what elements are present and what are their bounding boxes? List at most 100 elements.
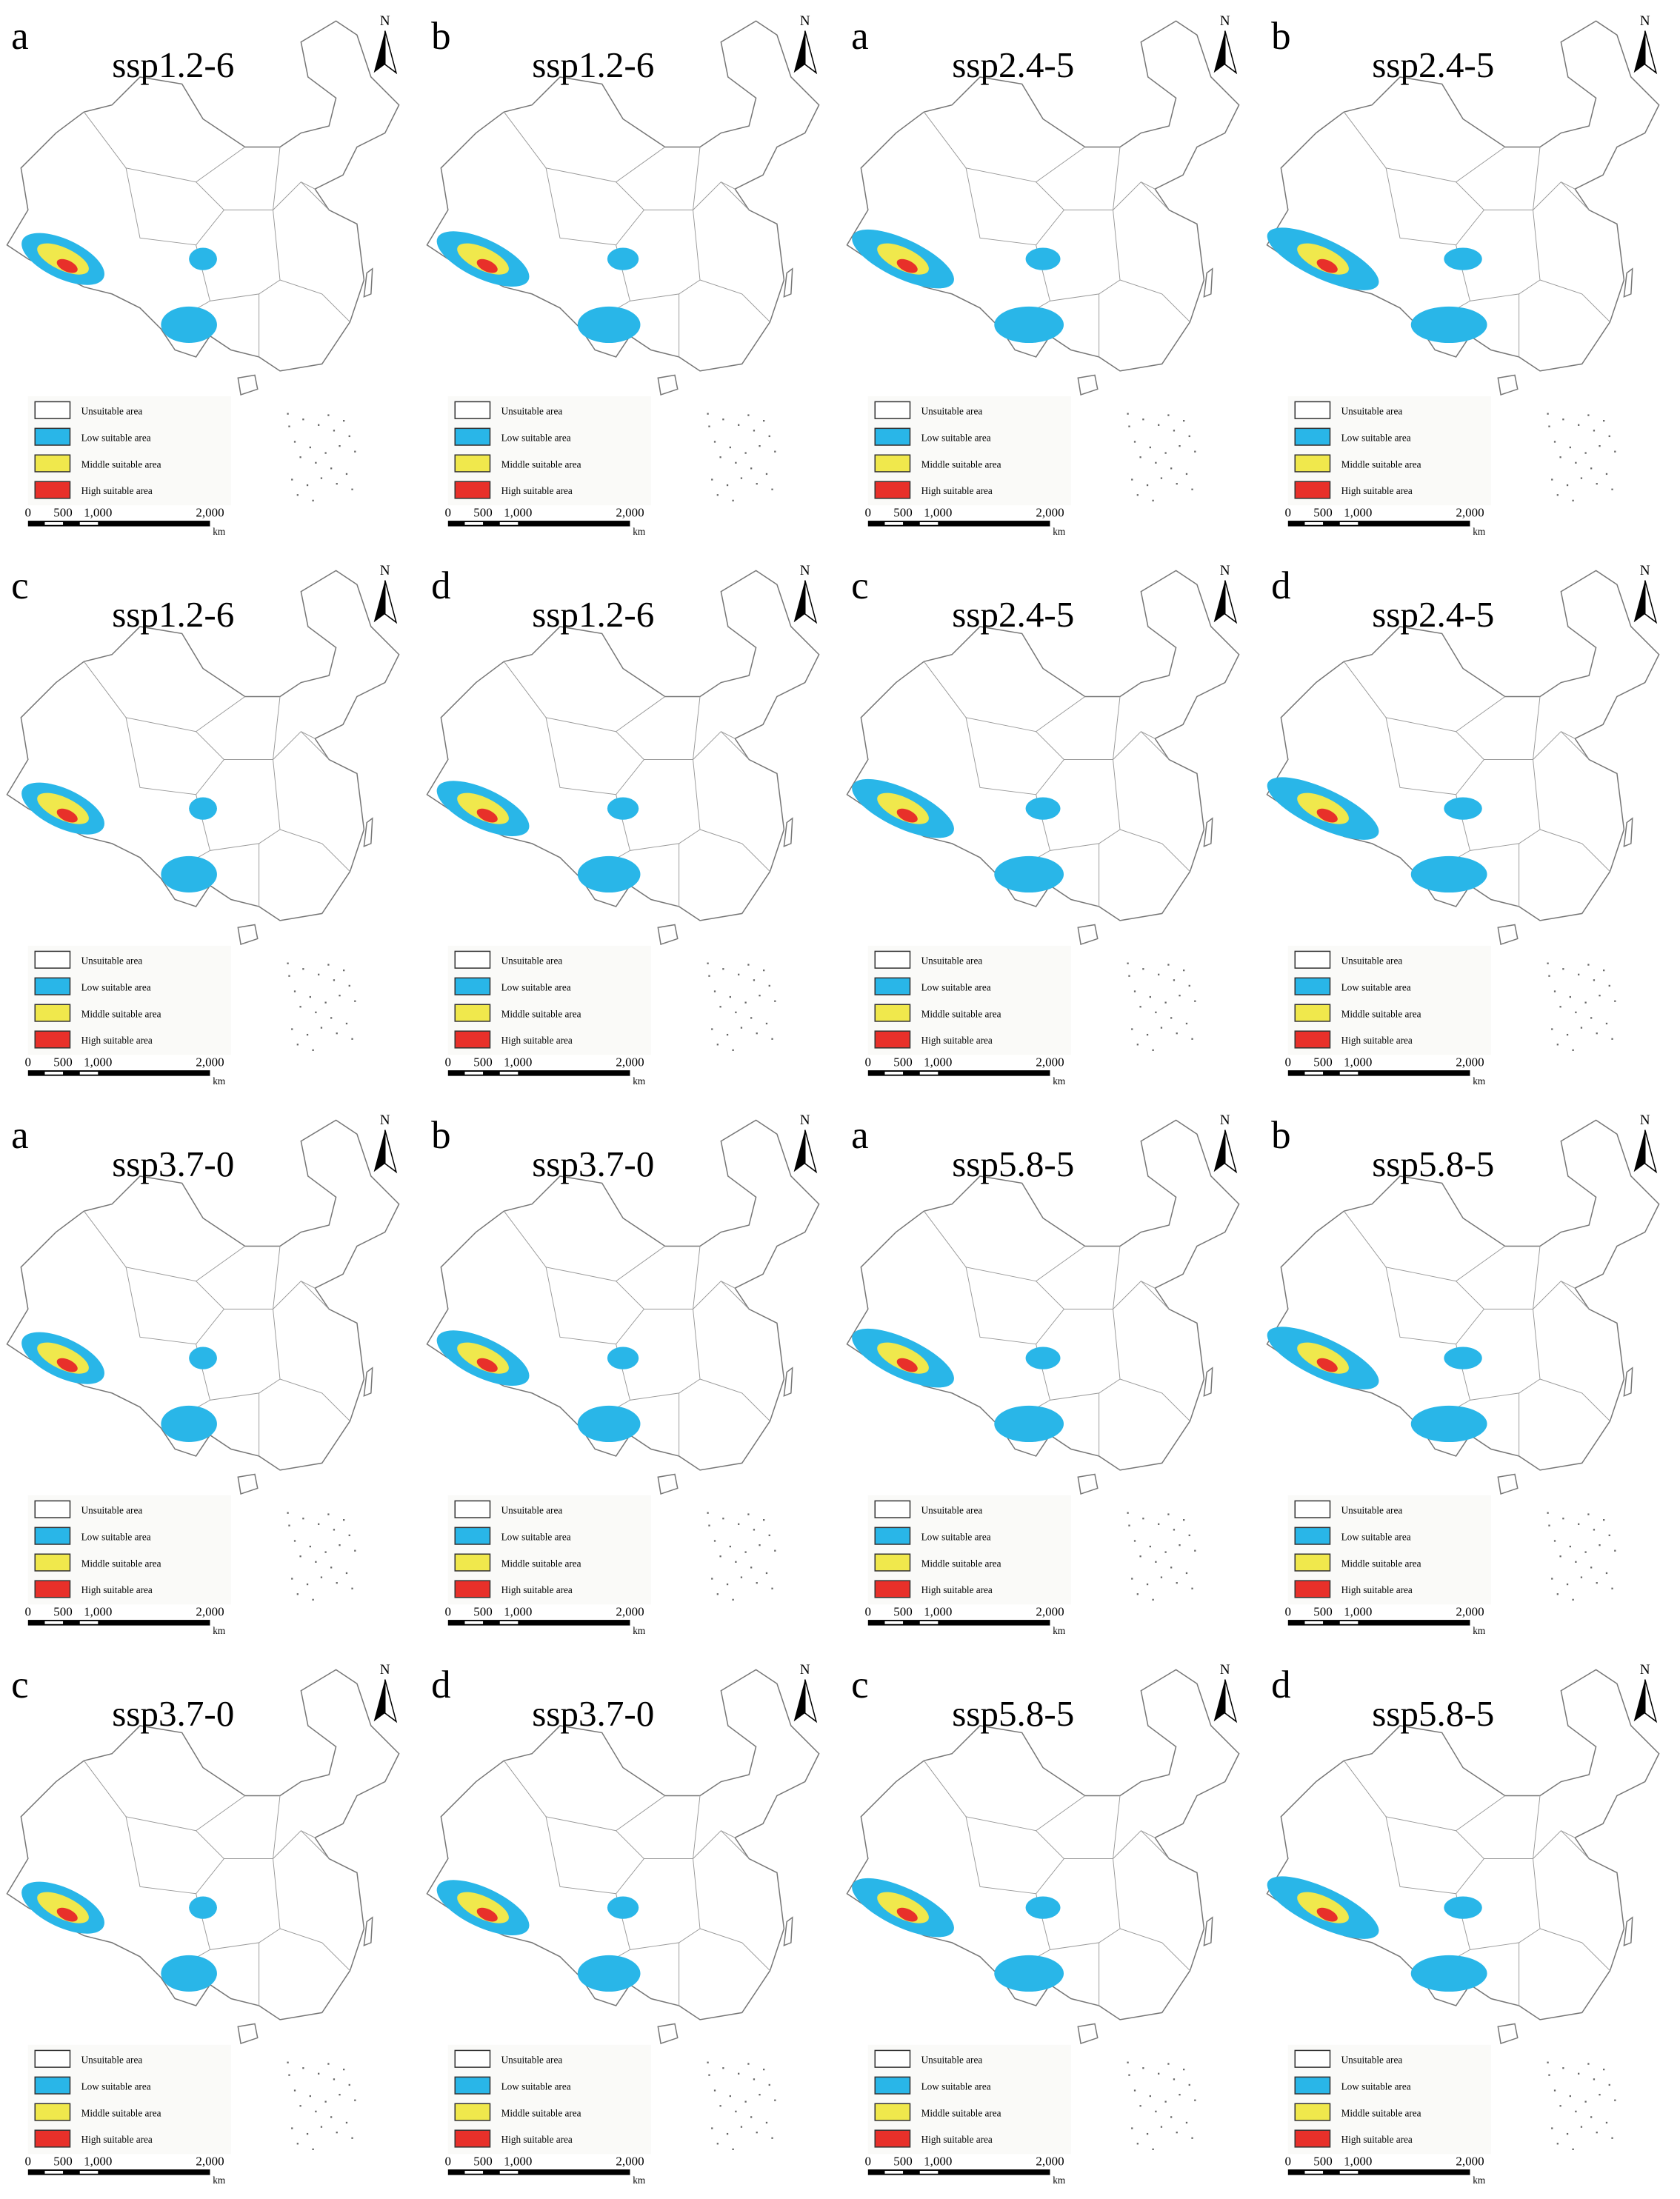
high-suitable-area	[896, 1358, 918, 1372]
island-dot	[750, 1566, 753, 1569]
island-dot	[744, 1551, 747, 1553]
scale-label: 1,000	[84, 505, 112, 519]
province-border	[224, 1281, 316, 1309]
legend-swatch	[874, 427, 911, 446]
island-dot	[299, 2105, 301, 2107]
legend-label: High suitable area	[1341, 1584, 1413, 1595]
scale-label: 1,000	[1344, 1055, 1372, 1069]
panel-title: ssp5.8-5	[1372, 1693, 1494, 1734]
island-dot	[312, 499, 314, 501]
island-dot	[327, 964, 330, 966]
island-dot	[1183, 2069, 1185, 2071]
scale-bar	[27, 1620, 210, 1626]
island-dot	[1170, 2116, 1173, 2118]
island-dot	[1133, 1540, 1136, 1542]
island-dot	[771, 1038, 773, 1040]
province-border	[1533, 1246, 1541, 1309]
legend-label: High suitable area	[501, 1584, 573, 1595]
island-dot	[768, 2083, 770, 2086]
island-dot	[1614, 2099, 1616, 2101]
island-dot	[740, 2126, 743, 2128]
island-dot	[1590, 1017, 1593, 1019]
island-dot	[1149, 446, 1151, 449]
island-dot	[744, 452, 747, 454]
island-dot	[711, 1028, 713, 1030]
north-arrow	[793, 1679, 805, 1722]
island-dot	[1158, 424, 1160, 426]
scale-label: 2,000	[1456, 505, 1484, 519]
legend-label: High suitable area	[1341, 1035, 1413, 1046]
north-label: N	[1640, 1662, 1650, 1678]
island-dot	[306, 1033, 309, 1036]
island-dot	[1566, 1583, 1569, 1586]
island-dot	[750, 467, 753, 470]
legend-swatch	[454, 1580, 491, 1598]
island-dot	[1608, 984, 1610, 987]
scale-bar-segment	[79, 521, 99, 525]
island-dot	[735, 461, 737, 464]
island-dot	[1170, 1017, 1173, 1019]
north-label: N	[800, 13, 810, 29]
scale-bar	[447, 1070, 630, 1076]
island-dot	[1578, 973, 1580, 975]
island	[1623, 1916, 1633, 1946]
island-dot	[1551, 1028, 1553, 1030]
scale-unit: km	[213, 2175, 226, 2186]
high-suitable-area	[476, 1358, 498, 1372]
high-suitable-area	[896, 258, 918, 273]
island-dot	[1566, 2132, 1569, 2135]
island	[1077, 2023, 1099, 2044]
legend-swatch	[34, 2103, 71, 2121]
scale-bar	[1287, 521, 1470, 527]
island-dot	[306, 2132, 309, 2135]
scale-label: 500	[1313, 1604, 1333, 1618]
province-border	[301, 1281, 330, 1309]
island-dot	[1149, 2095, 1151, 2098]
scale-label: 1,000	[1344, 505, 1372, 519]
scale-unit: km	[1473, 2175, 1486, 2186]
scale-label: 500	[893, 1055, 913, 1069]
island-dot	[1127, 962, 1129, 964]
north-label: N	[1640, 1112, 1650, 1128]
island-dot	[1596, 2132, 1598, 2134]
island-dot	[343, 970, 345, 972]
scale-label: 0	[25, 1055, 32, 1069]
island-dot	[1158, 1523, 1160, 1525]
island-dot	[1548, 1524, 1550, 1526]
island-dot	[336, 1032, 338, 1035]
island-dot	[1191, 1038, 1193, 1040]
island-dot	[351, 488, 353, 490]
legend-label: High suitable area	[501, 1035, 573, 1046]
panel-label: c	[11, 1664, 28, 1706]
island-dot	[324, 2100, 327, 2103]
island-dot	[738, 1523, 740, 1525]
island	[657, 2023, 679, 2044]
island-dot	[315, 2110, 317, 2112]
province-border	[1484, 1281, 1576, 1309]
scale-bar	[867, 2169, 1050, 2175]
panel-label: c	[851, 564, 868, 607]
island-dot	[1587, 964, 1590, 966]
island-dot	[1127, 1512, 1129, 1514]
low-suitable-area	[577, 1405, 641, 1443]
island-dot	[1559, 2105, 1561, 2107]
island-dot	[735, 2110, 737, 2112]
scale-bar-segment	[44, 521, 64, 525]
panel-title: ssp1.2-6	[112, 44, 234, 85]
scale-label: 500	[473, 1604, 493, 1618]
island-dot	[1176, 1582, 1178, 1584]
country-outline	[6, 1119, 400, 1471]
low-suitable-area	[577, 855, 641, 893]
legend-label: Unsuitable area	[501, 2054, 563, 2065]
island-dot	[747, 414, 750, 416]
province-border	[504, 111, 666, 183]
country-outline	[6, 1669, 400, 2021]
island-dot	[763, 1519, 765, 1521]
island-dot	[1179, 1544, 1181, 1546]
legend-label: Low suitable area	[81, 1531, 151, 1542]
island-dot	[768, 1534, 770, 1537]
province-border	[1385, 167, 1485, 246]
island-dot	[1572, 1598, 1574, 1601]
legend-label: Low suitable area	[81, 2080, 151, 2092]
north-arrow	[384, 1679, 398, 1724]
